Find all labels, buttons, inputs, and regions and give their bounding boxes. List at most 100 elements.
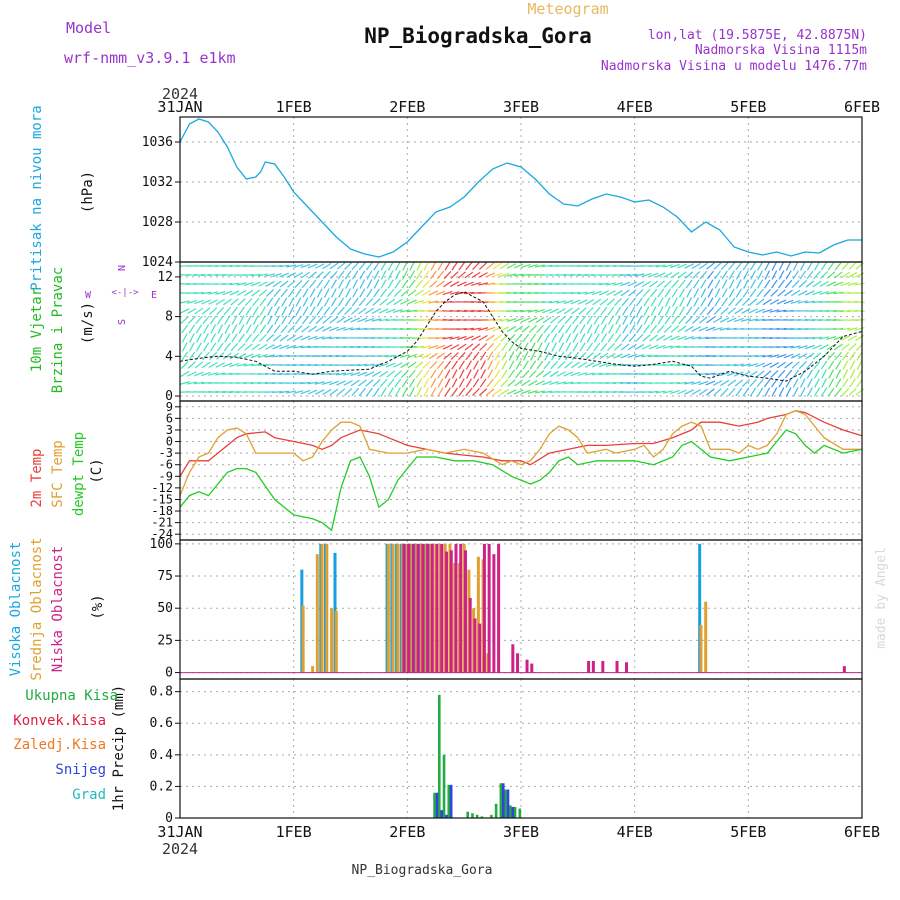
wind-barb	[508, 360, 515, 370]
wind-barb	[664, 315, 672, 325]
wind-barb	[187, 361, 196, 369]
wind-barb	[487, 351, 494, 361]
wind-barb	[208, 372, 219, 376]
wind-barb	[634, 372, 645, 376]
wind-barb	[514, 325, 524, 333]
wind-barb	[279, 264, 290, 268]
wind-barb	[492, 388, 502, 396]
wind-barb	[563, 307, 573, 315]
x-tick-label-top: 2FEB	[389, 98, 425, 116]
wind-barb	[713, 307, 722, 315]
wind-barb	[692, 306, 700, 316]
wind-barb	[393, 289, 402, 297]
wind-barb	[450, 344, 460, 350]
wind-barb	[423, 378, 430, 388]
wind-barb	[657, 315, 664, 325]
wind-barb	[571, 315, 580, 325]
wind-barb	[714, 270, 721, 280]
wind-barb	[188, 324, 196, 334]
wind-barb	[301, 315, 310, 325]
wind-barb	[402, 261, 408, 271]
wind-barb	[643, 315, 650, 325]
wind-barb	[664, 306, 671, 316]
wind-barb	[187, 316, 196, 324]
wind-barb	[735, 270, 742, 280]
wind-barb	[437, 378, 444, 388]
wind-barb	[579, 333, 586, 343]
wind-barb	[776, 327, 787, 331]
wind-barb	[266, 324, 274, 334]
wind-barb	[265, 281, 275, 287]
wind-barb	[479, 378, 487, 388]
wind-barb	[230, 342, 239, 352]
wind-barb	[698, 380, 709, 386]
wind-barb	[799, 378, 806, 388]
wind-barb	[443, 352, 452, 360]
wind-barb	[578, 307, 587, 315]
wind-barb	[180, 361, 189, 369]
wind-barb	[856, 360, 863, 370]
wind-barb	[755, 362, 766, 368]
wind-barb	[302, 288, 309, 298]
wind-barb	[224, 324, 231, 334]
cloud-bar-mid	[704, 601, 708, 673]
wind-barb	[783, 345, 794, 349]
wind-barb	[442, 318, 453, 322]
wind-barb	[350, 379, 360, 387]
wind-barb	[186, 273, 197, 277]
wind-barb	[336, 262, 346, 270]
wind-barb	[635, 289, 644, 297]
wind-barb	[650, 297, 657, 307]
cloud-bar-low	[435, 543, 439, 673]
wind-barb	[258, 343, 268, 351]
wind-barb	[536, 324, 544, 334]
wind-barb	[499, 388, 510, 396]
wind-barb	[712, 316, 723, 324]
legend-hail: Grad	[72, 787, 106, 803]
wind-barb	[307, 389, 318, 395]
wind-barb	[599, 298, 609, 306]
wind-barb	[629, 306, 636, 316]
temp-line-sfc	[179, 409, 862, 496]
y-tick-label: 6	[166, 411, 173, 425]
wind-barb	[657, 297, 664, 307]
wind-barb	[826, 309, 837, 313]
wind-barb	[692, 271, 701, 279]
wind-barb	[465, 378, 472, 388]
wind-barb	[769, 362, 780, 368]
y-tick-label: 0	[165, 666, 173, 681]
wind-barb	[662, 390, 673, 394]
wind-barb	[778, 378, 785, 388]
cloud-bar-low	[591, 660, 595, 673]
wind-barb	[686, 297, 692, 307]
wind-barb	[536, 360, 544, 370]
wind-barb	[237, 343, 246, 351]
wind-barb	[231, 333, 238, 343]
cloud-bar-low	[473, 618, 477, 673]
wind-barb	[771, 378, 778, 388]
wind-barb	[421, 319, 432, 321]
wind-barb	[584, 291, 595, 295]
wind-barb	[720, 307, 729, 315]
temp-ylabel2: SFC Temp	[50, 440, 66, 507]
wind-barb	[642, 334, 651, 342]
wind-barb	[669, 345, 680, 349]
wind-barb	[429, 360, 438, 370]
wind-barb	[392, 309, 403, 313]
wind-barb	[486, 342, 495, 352]
wind-barb	[584, 264, 595, 268]
wind-barb	[663, 325, 672, 333]
wind-barb	[614, 298, 623, 306]
wind-barb	[423, 270, 430, 280]
wind-barb	[244, 297, 253, 307]
wind-barb	[243, 281, 254, 287]
wind-barb	[337, 306, 345, 316]
wind-barb	[329, 262, 339, 270]
wind-barb	[250, 281, 261, 287]
wind-barb	[814, 378, 820, 388]
wind-barb	[308, 271, 317, 279]
wind-barb	[287, 288, 295, 298]
wind-barb	[841, 351, 849, 361]
wind-barb	[400, 299, 410, 305]
precip-bar	[466, 811, 470, 818]
